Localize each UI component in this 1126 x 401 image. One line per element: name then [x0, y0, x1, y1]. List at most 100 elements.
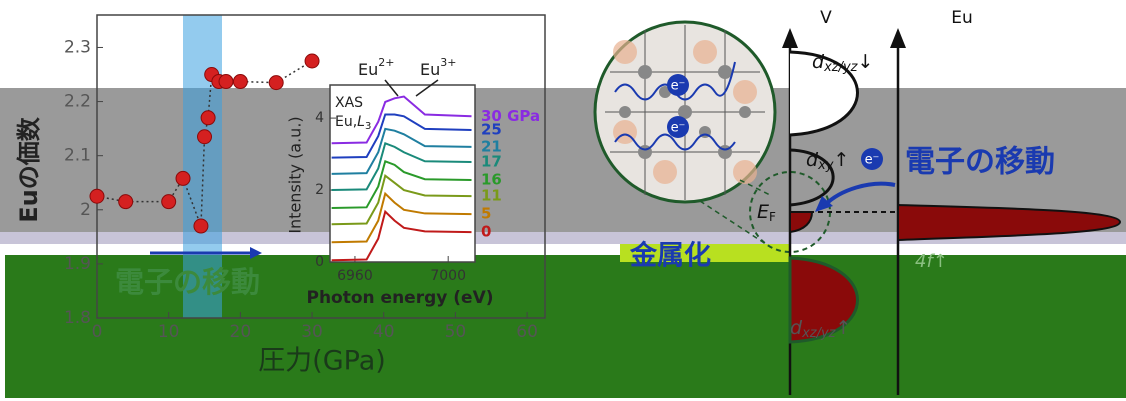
legend-label: 0: [481, 223, 491, 241]
point: [89, 188, 105, 204]
spectrum: [331, 95, 472, 145]
electron: [861, 148, 883, 170]
electron-label: e⁻: [671, 121, 686, 136]
x-tick-label: 50: [445, 322, 467, 342]
x-tick-label: 60: [516, 322, 538, 342]
peak-sup: 3+: [440, 56, 456, 69]
band-label: dxy↑: [806, 149, 849, 173]
band-arrow: ↓: [857, 51, 873, 73]
peak-arrow: [384, 79, 399, 97]
legend-label: 25: [481, 120, 502, 138]
y-tick-label: 2: [315, 182, 324, 198]
band-base: d: [790, 317, 803, 339]
point: [118, 194, 134, 210]
x-tick-label: 0: [92, 322, 103, 342]
spectrum: [331, 113, 472, 159]
x-tick-label: 40: [373, 322, 395, 342]
y-tick-label: 2.3: [64, 37, 91, 57]
dos-lower: [788, 256, 859, 344]
axis-arrow: [890, 28, 906, 48]
x-tick-label: 10: [158, 322, 180, 342]
inset-annotation: Eu,L3: [335, 114, 371, 132]
legend-label: 16: [481, 170, 502, 188]
point: [175, 170, 191, 186]
legend-label: 17: [481, 152, 502, 170]
x-tick-label: 6960: [337, 268, 373, 284]
point: [218, 74, 234, 90]
point: [268, 75, 284, 91]
inset-annotation: XAS: [335, 95, 363, 111]
band-label: dxz/yz↑: [790, 317, 851, 341]
y-tick-label: 0: [315, 254, 324, 270]
band-light: [0, 232, 1126, 244]
y-tick-label: 4: [315, 110, 324, 126]
axis-arrow: [782, 28, 798, 48]
spectrum: [331, 127, 472, 175]
legend-label: 5: [481, 205, 491, 223]
fermi-base: E: [757, 201, 769, 223]
point: [200, 110, 216, 126]
peak-label: Eu2+: [358, 56, 394, 79]
peak-arrow: [415, 79, 439, 97]
inset-x-label: Photon energy (eV): [306, 288, 493, 308]
band-base: d: [806, 149, 819, 171]
y-tick-label: 2: [80, 200, 91, 220]
arrow-head: [250, 247, 262, 259]
transfer-curve: [823, 181, 896, 207]
spectrum: [331, 209, 472, 262]
edge-sub: 3: [365, 121, 371, 132]
electron: [667, 74, 689, 96]
dos-upper: [789, 50, 859, 137]
electron-path: [614, 133, 736, 151]
point: [193, 218, 209, 234]
band-label: dxz/yz↓: [812, 51, 873, 75]
band-yellow: [620, 244, 790, 262]
fermi-sub: F: [769, 210, 776, 224]
arrow-head: [815, 196, 833, 212]
legend-label: 11: [481, 187, 502, 205]
fermi-label: EF: [757, 201, 776, 224]
dos-4f: [897, 203, 1122, 242]
peak-base: Eu: [420, 60, 440, 79]
spectrum: [331, 159, 472, 210]
dos-dxy: [789, 148, 835, 207]
peak-label: Eu3+: [420, 56, 456, 79]
electron-label: e⁻: [671, 79, 686, 94]
transfer-label: 電子の移動: [905, 145, 1055, 180]
point: [304, 53, 320, 69]
point: [197, 129, 213, 145]
x-tick-label: 30: [301, 322, 323, 342]
spectrum: [331, 191, 472, 244]
connector: [739, 179, 771, 196]
peak-base: Eu: [358, 60, 378, 79]
x-tick-label: 7000: [430, 268, 466, 284]
y-tick-label: 1.8: [64, 308, 91, 328]
band-sub: xz/yz: [823, 60, 859, 75]
point: [161, 194, 177, 210]
x-tick-label: 20: [230, 322, 252, 342]
band-sub: xy: [817, 158, 834, 173]
inset-y-label: Intensity (a.u.): [286, 116, 305, 233]
x-axis-label: 圧力(GPa): [258, 346, 386, 377]
edge-letter: L: [357, 114, 365, 130]
legend-label: 30 GPa: [481, 107, 540, 125]
edge-element: Eu,: [335, 114, 357, 130]
band-sub: xz/yz: [801, 326, 837, 341]
band-arrow: ↑: [833, 149, 849, 171]
spectrum: [331, 141, 472, 192]
y-tick-label: 2.1: [64, 146, 91, 166]
electron: [667, 116, 689, 138]
plot-frame: [96, 14, 546, 319]
y-tick-label: 1.9: [64, 254, 91, 274]
y-axis-label: Euの価数: [15, 116, 43, 222]
axis-title: Eu: [951, 8, 973, 28]
metallization-label: 金属化: [629, 240, 711, 272]
transition-band: [183, 15, 222, 318]
electron-label: e⁻: [865, 153, 880, 168]
band-arrow: ↑: [835, 317, 851, 339]
point: [232, 74, 248, 90]
legend-label: 21: [481, 137, 502, 155]
band-base: d: [812, 51, 825, 73]
